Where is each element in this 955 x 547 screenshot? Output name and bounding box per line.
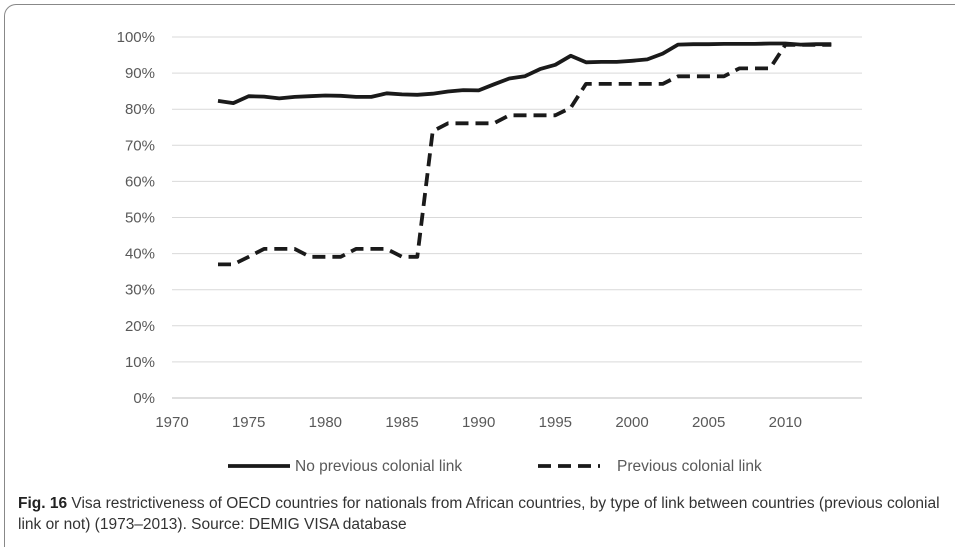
gridlines bbox=[172, 36, 862, 399]
legend-label: Previous colonial link bbox=[617, 458, 762, 475]
x-tick-label: 2000 bbox=[615, 414, 648, 431]
series-lines bbox=[217, 41, 832, 267]
x-tick-label: 1990 bbox=[462, 414, 495, 431]
legend: No previous colonial link Previous coloni… bbox=[228, 458, 762, 475]
y-tick-label: 10% bbox=[125, 354, 155, 371]
x-tick-label: 1995 bbox=[539, 414, 572, 431]
figure-caption-text: Visa restrictiveness of OECD countries f… bbox=[18, 495, 940, 533]
y-tick-label: 30% bbox=[125, 282, 155, 299]
x-tick-label: 1985 bbox=[385, 414, 418, 431]
legend-label: No previous colonial link bbox=[295, 458, 462, 475]
x-tick-label: 1975 bbox=[232, 414, 265, 431]
y-tick-label: 70% bbox=[125, 137, 155, 154]
y-tick-label: 90% bbox=[125, 65, 155, 82]
x-axis-tick-labels: 1970 1975 1980 1985 1990 1995 2000 2005 2010 bbox=[155, 414, 802, 431]
y-tick-label: 40% bbox=[125, 246, 155, 263]
y-tick-label: 100% bbox=[117, 29, 155, 46]
series-no-previous-colonial-link bbox=[217, 41, 832, 105]
y-tick-label: 80% bbox=[125, 101, 155, 118]
x-tick-label: 1980 bbox=[309, 414, 342, 431]
x-tick-label: 1970 bbox=[155, 414, 188, 431]
y-tick-label: 60% bbox=[125, 173, 155, 190]
figure-frame bbox=[4, 4, 955, 547]
y-tick-label: 20% bbox=[125, 318, 155, 335]
x-tick-label: 2010 bbox=[769, 414, 802, 431]
y-tick-label: 50% bbox=[125, 210, 155, 227]
x-tick-label: 2005 bbox=[692, 414, 725, 431]
figure-label: Fig. 16 bbox=[18, 495, 68, 512]
y-axis-tick-labels: 0% 10% 20% 30% 40% 50% 60% 70% 80% 90% 100% bbox=[117, 29, 155, 407]
line-chart: 0%10%20%30%40%50%60%70%80%90%100% 1970 19… bbox=[117, 29, 862, 475]
figure-caption: Fig. 16 Visa restrictiveness of OECD cou… bbox=[18, 493, 948, 535]
y-tick-label: 0% bbox=[133, 390, 155, 407]
series-previous-colonial-link bbox=[218, 43, 832, 267]
